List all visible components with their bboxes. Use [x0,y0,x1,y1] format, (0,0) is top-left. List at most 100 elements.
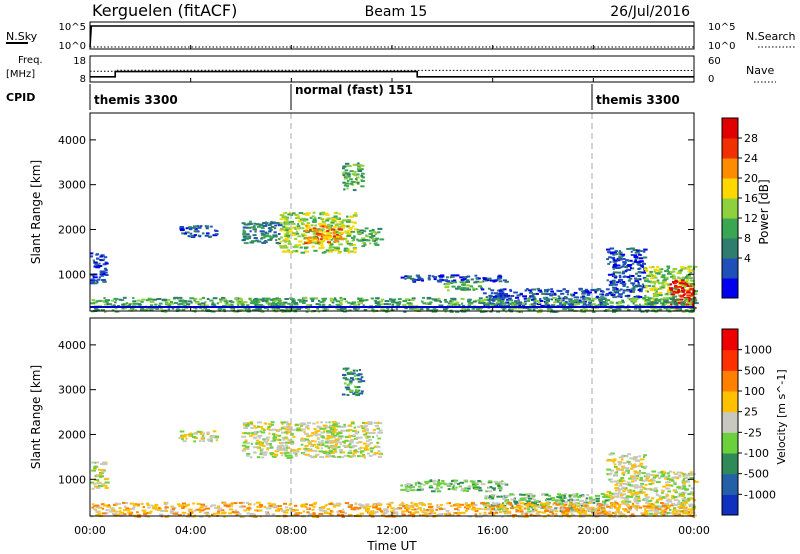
echo-cell [253,222,256,225]
echo-cell [479,308,483,311]
echo-cell [249,503,252,506]
echo-cell [245,445,250,448]
echo-cell [625,495,629,498]
echo-cell [346,220,351,223]
echo-cell [549,310,554,313]
echo-cell [320,506,325,509]
echo-cell [482,280,485,283]
echo-cell [512,307,518,310]
echo-cell [613,290,616,293]
echo-cell [436,484,441,487]
echo-cell [358,239,364,242]
echo-cell [686,297,691,299]
echo-cell [340,231,344,234]
echo-cell [200,503,206,506]
echo-cell [637,270,642,273]
echo-cell [667,308,671,311]
echo-cell [480,501,485,504]
nsky-tick-bottom: 10^0 [59,41,86,52]
echo-cell [623,497,629,500]
echo-cell [607,273,612,276]
echo-cell [644,285,648,287]
echo-cell [286,451,290,454]
echo-cell [249,230,252,233]
echo-cell [510,498,515,501]
echo-cell [633,260,637,263]
echo-cell [388,503,391,506]
echo-cell [257,298,261,301]
echo-cell [515,508,518,511]
echo-cell [594,288,599,291]
echo-cell [561,511,565,514]
echo-cell [363,507,368,510]
echo-cell [270,453,273,456]
echo-cell [615,471,618,474]
echo-cell [296,244,301,246]
echo-cell [626,264,632,267]
echo-cell [285,232,289,235]
echo-cell [338,220,342,223]
echo-cell [348,504,353,507]
echo-cell [612,293,616,296]
echo-cell [551,293,554,296]
echo-cell [113,297,119,300]
echo-cell [410,513,415,516]
echo-cell [374,304,380,307]
echo-cell [684,498,688,501]
echo-cell [337,231,342,234]
echo-cell [169,302,174,305]
echo-cell [199,506,203,509]
echo-cell [369,447,375,450]
echo-cell [205,227,209,230]
echo-cell [689,271,693,274]
echo-cell [248,298,251,301]
echo-cell [615,301,619,304]
echo-cell [320,439,324,442]
echo-cell [618,293,623,296]
echo-cell [317,241,320,244]
echo-cell [260,232,265,235]
echo-cell [351,454,356,457]
echo-cell [352,189,357,192]
cpid-segment-1: themis 3300 [94,93,178,107]
echo-cell [279,448,283,451]
echo-cell [266,235,272,238]
echo-cell [560,508,566,511]
echo-cell [396,304,400,307]
echo-cell [319,456,322,459]
echo-cell [630,505,633,508]
echo-cell [372,512,377,515]
echo-cell [122,303,127,306]
echo-cell [630,476,634,479]
echo-cell [334,248,338,251]
echo-cell [590,506,595,509]
echo-cell [353,449,358,452]
echo-cell [655,474,660,477]
echo-cell [645,289,648,292]
echo-cell [525,307,530,310]
echo-cell [284,452,287,455]
echo-cell [269,227,272,229]
echo-cell [353,426,357,429]
echo-cell [407,299,412,301]
echo-cell [297,448,302,451]
echo-cell [195,307,198,310]
echo-cell [252,228,258,231]
echo-cell [202,432,205,435]
nave-label: Nave [746,64,774,77]
echo-cell [355,177,358,180]
echo-cell [440,486,443,489]
echo-cell [612,309,616,312]
echo-cell [322,239,325,242]
echo-cell [684,280,689,283]
echo-cell [503,294,507,297]
echo-cell [363,456,366,459]
echo-cell [578,287,583,290]
echo-cell [356,181,360,184]
echo-cell [322,510,328,512]
echo-cell [409,307,414,310]
echo-cell [507,303,513,306]
echo-cell [622,263,626,266]
echo-cell [625,515,628,518]
echo-cell [610,478,613,481]
